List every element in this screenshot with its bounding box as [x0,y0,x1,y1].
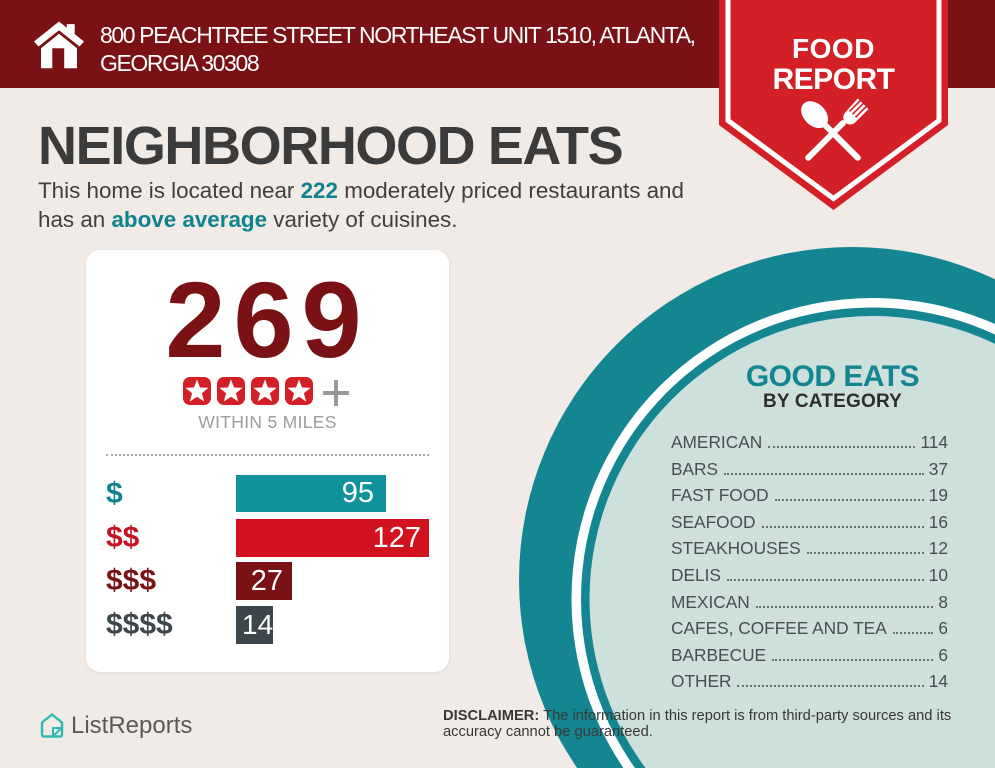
svg-text:FOOD: FOOD [792,33,875,64]
svg-text:REPORT: REPORT [772,63,894,96]
